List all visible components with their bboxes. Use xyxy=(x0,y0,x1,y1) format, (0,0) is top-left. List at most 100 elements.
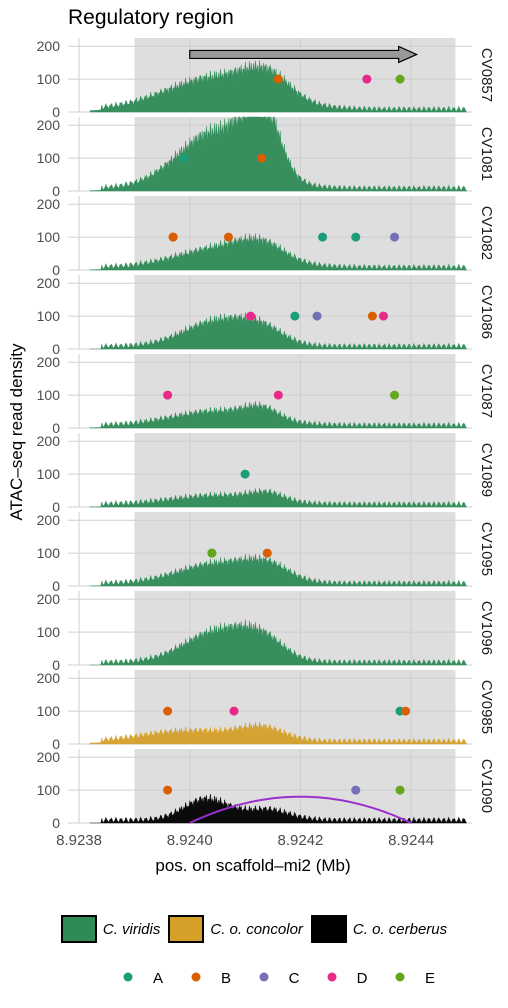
panel-strip-label: CV1087 xyxy=(478,364,495,418)
group-legend-label: A xyxy=(153,970,163,987)
panel-cv1081: 0 100 200 CV1081 xyxy=(37,116,495,199)
panel-cv0857: 0 100 200 CV0857 xyxy=(37,38,495,120)
density-area xyxy=(89,721,467,745)
group-legend-label: C xyxy=(289,970,300,987)
x-tick-label: 8.9240 xyxy=(167,832,213,849)
group-legend-dot xyxy=(191,972,201,982)
x-tick-labels: 8.9238 8.9240 8.9242 8.9244 xyxy=(56,832,434,849)
y-tick-label: 0 xyxy=(52,657,60,673)
panel-cv0985: 0 100 200 CV0985 xyxy=(37,670,495,752)
species-swatch xyxy=(310,915,347,943)
y-tick-label: 0 xyxy=(52,104,60,120)
density-area xyxy=(89,401,467,429)
panel-cv1095: 0 100 200 CV1095 xyxy=(37,512,495,594)
point-b xyxy=(168,232,178,242)
panel-strip-label: CV1082 xyxy=(478,206,495,260)
species-legend: C. viridis C. o. concolor C. o. cerberus xyxy=(0,912,508,946)
point-c xyxy=(351,785,361,795)
panel-cv1089: 0 100 200 CV1089 xyxy=(37,433,495,515)
species-label: C. viridis xyxy=(102,920,161,938)
point-b xyxy=(401,706,411,716)
y-tick-label: 200 xyxy=(37,38,61,54)
gene-arrow xyxy=(189,45,419,64)
point-e xyxy=(395,785,405,795)
group-legend-dot xyxy=(395,972,405,982)
density-area xyxy=(89,554,467,587)
species-label: C. o. concolor xyxy=(210,920,303,938)
y-tick-label: 0 xyxy=(52,341,60,357)
panel-strip-label: CV0857 xyxy=(478,48,495,102)
species-swatch xyxy=(60,915,97,943)
point-e xyxy=(390,390,400,400)
y-tick-label: 100 xyxy=(37,71,61,87)
y-tick-label: 200 xyxy=(37,512,61,528)
fitted-curve xyxy=(189,795,412,824)
point-b xyxy=(257,153,267,163)
panel-cv1087: 0 100 200 CV1087 xyxy=(37,354,495,436)
point-b xyxy=(262,548,272,558)
density-area xyxy=(89,233,467,271)
y-tick-label: 100 xyxy=(37,782,61,798)
point-b xyxy=(163,785,173,795)
panel-strip-label: CV1096 xyxy=(478,601,495,655)
point-d xyxy=(229,706,239,716)
panel-strip-label: CV1081 xyxy=(478,127,495,181)
y-tick-label: 0 xyxy=(52,262,60,278)
species-label: C. o. cerberus xyxy=(352,920,448,938)
y-tick-label: 200 xyxy=(37,591,61,607)
density-area xyxy=(89,60,467,113)
y-tick-label: 0 xyxy=(52,499,60,515)
group-legend-label: D xyxy=(357,970,368,987)
group-legend-label: E xyxy=(425,970,435,987)
y-tick-label: 200 xyxy=(37,433,61,449)
highlight-region xyxy=(134,433,456,507)
y-tick-label: 100 xyxy=(37,466,61,482)
panel-cv1090: 0 100 200 CV1090 xyxy=(37,749,495,831)
point-a xyxy=(179,153,189,163)
point-d xyxy=(163,390,173,400)
point-e xyxy=(395,74,405,84)
y-tick-label: 200 xyxy=(37,354,61,370)
point-b xyxy=(223,232,233,242)
panel-strip-label: CV1090 xyxy=(478,759,495,813)
x-tick-label: 8.9242 xyxy=(277,832,323,849)
point-b xyxy=(273,74,283,84)
panel-cv1096: 0 100 200 CV1096 xyxy=(37,591,495,673)
density-area xyxy=(89,116,467,192)
density-area xyxy=(89,488,467,508)
point-e xyxy=(207,548,217,558)
species-swatch xyxy=(168,915,205,943)
panel-strip-label: CV1089 xyxy=(478,443,495,497)
point-a xyxy=(318,232,328,242)
panels: 0 100 200 CV0857 0 100 200 CV1081 0 100 200 CV1082 0… xyxy=(37,38,495,831)
density-area xyxy=(90,312,467,350)
y-tick-label: 100 xyxy=(37,624,61,640)
point-c xyxy=(312,311,322,321)
x-tick-label: 8.9238 xyxy=(56,832,102,849)
group-legend-dot xyxy=(327,972,337,982)
point-d xyxy=(378,311,388,321)
group-legend: A B C D E xyxy=(123,970,435,987)
point-a xyxy=(290,311,300,321)
y-tick-label: 0 xyxy=(52,578,60,594)
density-area xyxy=(90,619,467,666)
y-tick-label: 200 xyxy=(37,196,61,212)
point-b xyxy=(367,311,377,321)
point-a xyxy=(351,232,361,242)
y-tick-label: 0 xyxy=(52,420,60,436)
panel-strip-label: CV1086 xyxy=(478,285,495,339)
point-a xyxy=(240,469,250,479)
species-legend-item: C. viridis xyxy=(60,915,161,943)
x-axis-label: pos. on scaffold–mi2 (Mb) xyxy=(155,856,350,875)
y-tick-label: 0 xyxy=(52,736,60,752)
y-tick-label: 200 xyxy=(37,117,61,133)
x-tick-label: 8.9244 xyxy=(388,832,434,849)
panel-cv1086: 0 100 200 CV1086 xyxy=(37,275,495,357)
y-tick-label: 200 xyxy=(37,275,61,291)
y-tick-label: 0 xyxy=(52,815,60,831)
y-tick-label: 100 xyxy=(37,545,61,561)
species-legend-item: C. o. cerberus xyxy=(310,915,448,943)
panel-strip-label: CV0985 xyxy=(478,680,495,734)
group-legend-dot xyxy=(123,972,133,982)
